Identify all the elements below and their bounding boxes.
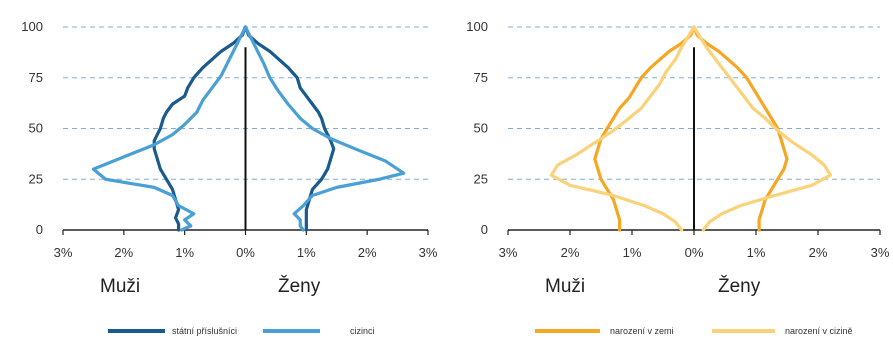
x-tick-label: 2% [114,245,133,260]
legend-label-1: narození v cizině [785,326,853,336]
female-label: Ženy [278,275,321,297]
x-tick-label: 1% [747,245,766,260]
series-line-female-1 [692,25,833,232]
y-tick-label: 25 [29,171,43,186]
x-tick-label: 2% [561,245,580,260]
x-tick-label: 3% [499,245,518,260]
y-tick-label: 50 [474,121,488,136]
x-tick-label: 3% [419,245,438,260]
y-tick-label: 25 [474,171,488,186]
y-tick-label: 50 [29,121,43,136]
legend-label-0: narození v zemi [610,326,674,336]
pyramid-chart-nationality: 0 25 50 75 100 3% 2% 1% 0% 1% 2% 3% Muži Ženy státní p… [21,19,438,336]
female-label: Ženy [718,275,761,297]
legend-label-0: státní příslušníci [172,326,237,336]
x-tick-label: 3% [54,245,73,260]
y-tick-label: 0 [36,222,43,237]
x-tick-label: 2% [358,245,377,260]
series-line-female-0 [692,25,789,232]
x-tick-label: 3% [871,245,890,260]
y-tick-label: 0 [481,222,488,237]
series-line-male-1 [91,25,248,232]
male-label: Muži [100,276,140,297]
series-line-male-1 [549,25,696,232]
y-tick-label: 75 [474,70,488,85]
x-tick-label: 2% [809,245,828,260]
x-tick-label: 0% [236,245,255,260]
x-tick-label: 1% [175,245,194,260]
y-tick-label: 100 [466,19,488,34]
x-tick-label: 1% [297,245,316,260]
y-tick-label: 100 [21,19,43,34]
legend-label-1: cizinci [350,326,375,336]
y-tick-label: 75 [29,70,43,85]
x-tick-label: 0% [685,245,704,260]
x-tick-label: 1% [623,245,642,260]
series-line-female-1 [243,25,406,232]
pyramid-chart-birthplace: 0 25 50 75 100 3% 2% 1% 0% 1% 2% 3% Muži Ženy narození… [466,19,890,336]
male-label: Muži [545,276,585,297]
